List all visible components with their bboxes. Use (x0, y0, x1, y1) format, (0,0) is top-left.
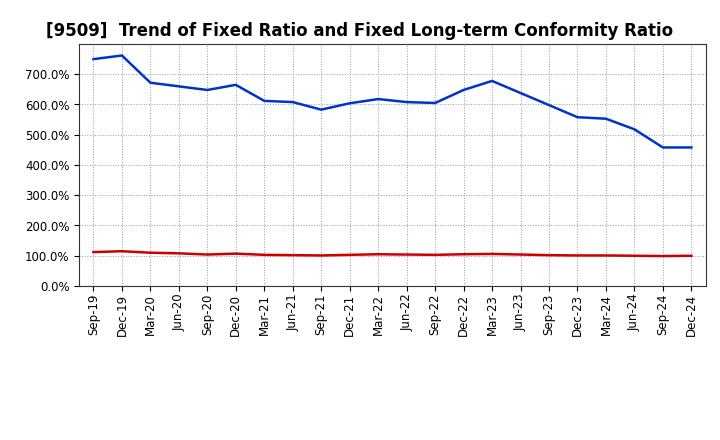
Line: Fixed Long-term Conformity Ratio: Fixed Long-term Conformity Ratio (94, 251, 691, 256)
Fixed Ratio (487, 78, 496, 84)
Fixed Long-term Conformity Ratio (232, 251, 240, 256)
Fixed Long-term Conformity Ratio (289, 253, 297, 258)
Fixed Long-term Conformity Ratio (687, 253, 696, 258)
Line: Fixed Ratio: Fixed Ratio (94, 55, 691, 147)
Fixed Long-term Conformity Ratio (459, 252, 468, 257)
Fixed Ratio (260, 98, 269, 103)
Fixed Ratio (117, 53, 126, 58)
Text: [9509]  Trend of Fixed Ratio and Fixed Long-term Conformity Ratio: [9509] Trend of Fixed Ratio and Fixed Lo… (46, 22, 674, 40)
Fixed Long-term Conformity Ratio (630, 253, 639, 258)
Fixed Ratio (346, 101, 354, 106)
Fixed Ratio (687, 145, 696, 150)
Fixed Long-term Conformity Ratio (260, 252, 269, 257)
Fixed Ratio (146, 80, 155, 85)
Fixed Ratio (545, 103, 554, 108)
Fixed Ratio (630, 127, 639, 132)
Fixed Long-term Conformity Ratio (346, 252, 354, 257)
Fixed Ratio (317, 107, 325, 112)
Fixed Ratio (174, 84, 183, 89)
Fixed Long-term Conformity Ratio (374, 252, 382, 257)
Fixed Long-term Conformity Ratio (431, 252, 439, 257)
Fixed Ratio (459, 87, 468, 92)
Fixed Long-term Conformity Ratio (602, 253, 611, 258)
Fixed Ratio (602, 116, 611, 121)
Fixed Long-term Conformity Ratio (659, 253, 667, 259)
Fixed Long-term Conformity Ratio (89, 249, 98, 255)
Fixed Long-term Conformity Ratio (545, 253, 554, 258)
Fixed Ratio (573, 114, 582, 120)
Fixed Ratio (203, 87, 212, 92)
Fixed Long-term Conformity Ratio (487, 251, 496, 257)
Fixed Long-term Conformity Ratio (146, 250, 155, 255)
Fixed Ratio (89, 56, 98, 62)
Fixed Long-term Conformity Ratio (573, 253, 582, 258)
Fixed Long-term Conformity Ratio (174, 251, 183, 256)
Fixed Ratio (374, 96, 382, 102)
Fixed Long-term Conformity Ratio (203, 252, 212, 257)
Fixed Ratio (289, 99, 297, 105)
Fixed Long-term Conformity Ratio (317, 253, 325, 258)
Fixed Ratio (232, 82, 240, 88)
Fixed Long-term Conformity Ratio (117, 249, 126, 254)
Fixed Ratio (659, 145, 667, 150)
Fixed Ratio (431, 100, 439, 106)
Fixed Ratio (402, 99, 411, 105)
Fixed Ratio (516, 90, 525, 95)
Fixed Long-term Conformity Ratio (402, 252, 411, 257)
Fixed Long-term Conformity Ratio (516, 252, 525, 257)
